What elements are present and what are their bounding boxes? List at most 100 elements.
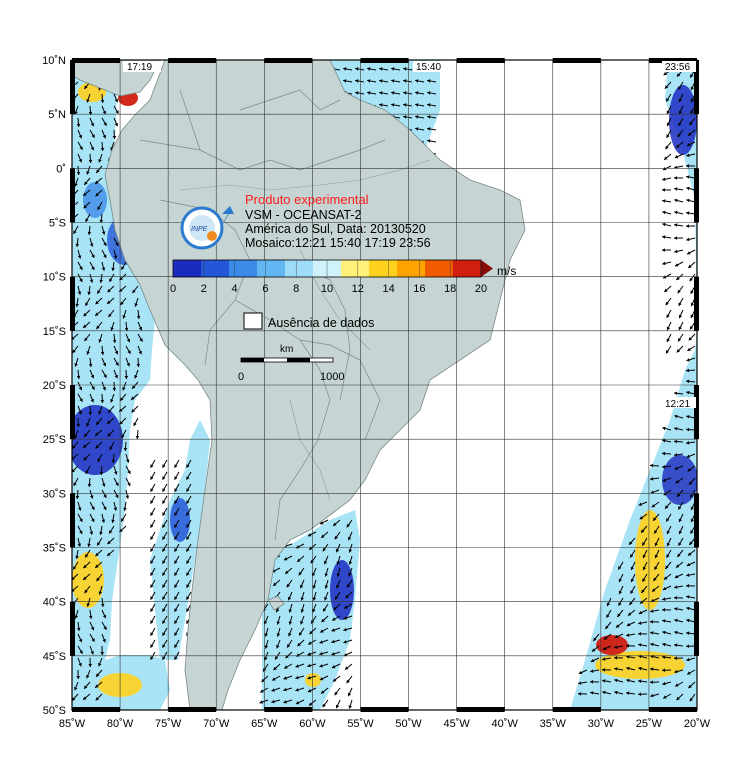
wind-arrow <box>119 393 127 402</box>
wind-arrow <box>322 699 329 708</box>
wind-arrow <box>120 513 127 522</box>
wind-arrow <box>77 513 83 523</box>
wind-arrow <box>673 236 684 240</box>
longitude-label: 20˚W <box>684 718 711 730</box>
svg-text:17:19: 17:19 <box>127 62 152 73</box>
wind-arrow <box>675 273 684 281</box>
wind-arrow <box>283 675 293 680</box>
wind-arrow <box>89 381 95 391</box>
wind-arrow <box>676 345 684 353</box>
wind-arrow <box>678 321 684 331</box>
wind-arrow <box>335 699 341 709</box>
wind-arrow <box>113 345 119 355</box>
wind-arrow <box>638 643 648 647</box>
wind-arrow <box>685 224 696 228</box>
wind-arrow <box>82 573 91 581</box>
wind-patch-yellow <box>595 651 685 679</box>
wind-arrow <box>150 543 156 553</box>
wind-arrow <box>94 561 103 569</box>
wind-arrow <box>686 561 696 567</box>
wind-arrow <box>162 531 168 541</box>
wind-arrow <box>77 273 83 283</box>
wind-arrow <box>88 153 93 164</box>
wind-arrow <box>427 91 437 95</box>
wind-arrow <box>665 297 672 306</box>
wind-arrow <box>427 139 437 143</box>
wind-arrow <box>662 426 672 431</box>
wind-patch-yellow <box>635 510 665 610</box>
wind-arrow <box>95 441 103 449</box>
wind-arrow <box>150 495 156 505</box>
wind-arrow <box>120 261 127 270</box>
wind-arrow <box>664 561 672 570</box>
wind-arrow <box>162 627 168 637</box>
wind-arrow <box>331 627 341 632</box>
wind-arrow <box>686 669 696 675</box>
wind-arrow <box>674 643 684 647</box>
wind-arrow <box>77 249 82 259</box>
wind-arrow <box>638 679 648 683</box>
wind-arrow <box>650 642 660 647</box>
wind-arrow <box>688 333 696 341</box>
wind-arrow <box>283 687 293 692</box>
longitude-label: 50˚W <box>395 718 422 730</box>
wind-arrow <box>331 639 341 644</box>
wind-arrow <box>319 627 329 633</box>
wind-arrow <box>335 543 341 553</box>
wind-arrow <box>85 465 91 475</box>
wind-arrow <box>137 321 143 331</box>
wind-arrow <box>82 441 91 449</box>
wind-arrow <box>101 369 107 379</box>
wind-arrow <box>688 477 696 486</box>
wind-arrow <box>272 579 281 587</box>
colorbar-tick-label: 4 <box>232 283 238 295</box>
wind-arrow <box>89 393 94 403</box>
wind-arrow <box>83 309 91 317</box>
wind-arrow <box>264 639 269 649</box>
colorbar <box>172 259 493 278</box>
wind-arrow <box>100 93 105 104</box>
wind-arrow <box>601 668 612 672</box>
wind-arrow <box>111 453 116 464</box>
wind-arrow <box>122 381 127 391</box>
wind-arrow <box>628 537 636 546</box>
wind-arrow <box>113 357 119 367</box>
wind-arrow <box>162 519 168 529</box>
wind-arrow <box>96 573 103 582</box>
wind-arrow <box>119 417 127 425</box>
wind-arrow <box>652 513 660 522</box>
wind-arrow <box>186 471 192 481</box>
wind-arrow <box>677 129 684 138</box>
wind-arrow <box>174 507 180 517</box>
wind-arrow <box>125 333 131 343</box>
wind-arrow <box>331 663 341 669</box>
wind-arrow <box>665 345 672 354</box>
svg-text:INPE: INPE <box>191 226 208 233</box>
wind-arrow <box>674 414 684 419</box>
wind-arrow <box>319 675 329 681</box>
wind-arrow <box>347 687 353 697</box>
wind-arrow <box>662 630 672 635</box>
wind-arrow <box>101 501 107 511</box>
wind-arrow <box>276 627 281 637</box>
wind-arrow <box>99 465 104 476</box>
wind-arrow <box>403 91 413 95</box>
wind-arrow <box>677 333 684 342</box>
wind-arrow <box>86 669 91 679</box>
wind-arrow <box>666 129 672 139</box>
wind-arrow <box>150 459 156 469</box>
wind-arrow <box>662 585 672 591</box>
wind-arrow <box>77 537 82 547</box>
wind-arrow <box>355 79 365 83</box>
wind-arrow <box>111 261 115 271</box>
wind-arrow <box>355 91 365 95</box>
wind-arrow <box>108 309 115 318</box>
frame-tick <box>360 58 409 63</box>
wind-arrow <box>101 105 107 115</box>
pass-time-1719: 17:19 <box>123 61 161 73</box>
wind-arrow <box>137 333 143 343</box>
wind-arrow <box>606 609 612 619</box>
no-data-label: Ausência de dados <box>268 316 374 330</box>
colorbar-segment <box>257 260 286 277</box>
